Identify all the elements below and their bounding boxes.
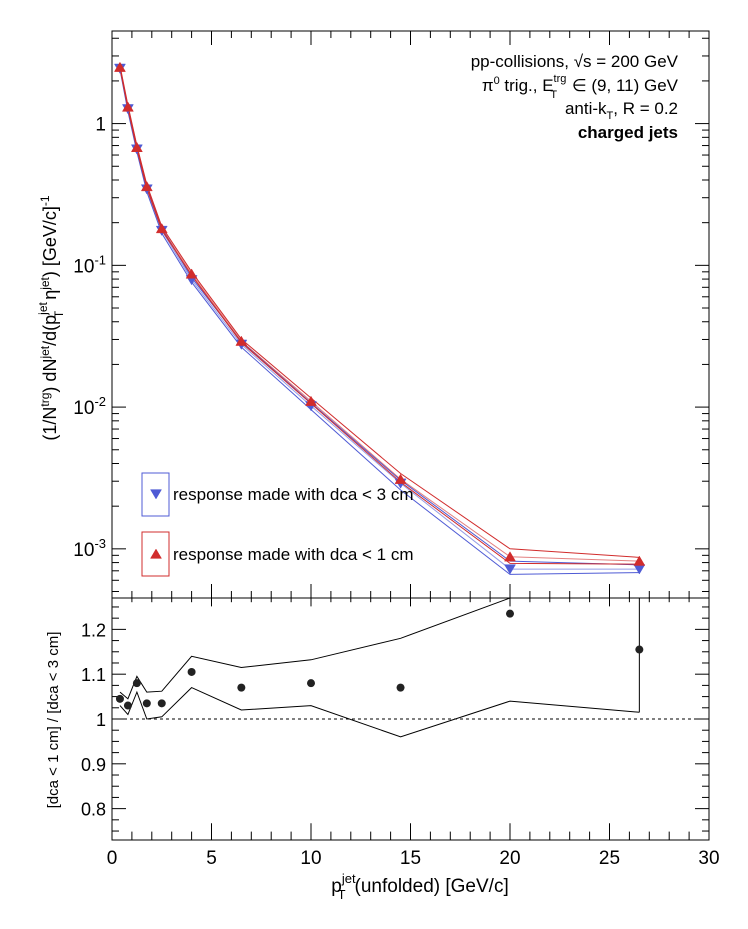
x-tick-label: 20	[499, 848, 520, 869]
x-axis-title: pjet T (unfolded) [GeV/c]	[331, 871, 508, 902]
data-point-dca1	[394, 473, 407, 484]
legend-label-dca3: response made with dca < 3 cm	[173, 485, 413, 504]
data-point-dca1	[633, 555, 646, 566]
data-point-dca3	[504, 564, 516, 575]
ratio-point	[157, 699, 166, 708]
annotation-line-1: pp-collisions, √s = 200 GeV	[471, 52, 679, 71]
bottom-panel: 0 5 10 15 20 25 30 0.8 0.9 1 1.1 1.2	[81, 597, 720, 869]
data-point-dca1	[155, 223, 168, 234]
top-y-tick-label: 10-3	[73, 536, 106, 561]
x-tick-label: 25	[599, 848, 620, 869]
data-point-dca1	[130, 141, 143, 152]
bottom-y-tick-label: 1.2	[81, 620, 106, 640]
top-y-tick-label: 1	[95, 115, 106, 136]
data-point-dca1	[305, 395, 317, 406]
legend-marker-triangle-dca1	[150, 548, 162, 559]
legend-box-dca1	[141, 531, 170, 577]
ratio-point	[142, 699, 151, 708]
x-tick-label: 30	[698, 848, 719, 869]
ratio-point	[237, 683, 246, 692]
x-tick-label: 15	[400, 848, 421, 869]
top-panel: 10-3 10-2 10-1 1	[73, 30, 710, 599]
data-point-dca1	[140, 181, 153, 192]
band-high-line-dca1	[119, 65, 640, 558]
ratio-point	[506, 609, 514, 618]
x-tick-label: 5	[206, 848, 217, 869]
bottom-y-tick-label: 1	[96, 710, 106, 730]
data-point-dca1	[185, 268, 198, 279]
legend-marker-dca3	[150, 489, 162, 500]
ratio-point	[115, 694, 124, 703]
ratio-band-lower	[119, 687, 640, 738]
ratio-point	[396, 683, 405, 692]
x-tick-label: 0	[107, 848, 118, 869]
annotation-line-2: π0 trig., Etrg T ∈ (9, 11) GeV	[482, 73, 679, 101]
data-point-dca1	[235, 335, 248, 346]
data-point-dca1	[504, 551, 516, 562]
bottom-y-tick-label: 1.1	[81, 665, 106, 685]
annotation-block: pp-collisions, √s = 200 GeV π0 trig., Et…	[471, 52, 679, 142]
ratio-point	[187, 667, 196, 676]
legend-box-dca3	[141, 472, 170, 517]
ratio-point	[123, 701, 132, 710]
ratio-point	[132, 679, 141, 688]
ratio-band-upper	[119, 597, 640, 700]
annotation-line-4: charged jets	[578, 123, 678, 142]
top-y-axis-title: (1/Ntrg) dNjet/d(pjet T ηjet) [GeV/c]-1	[36, 195, 66, 441]
ratio-point	[635, 645, 644, 654]
legend: response made with dca < 3 cm response m…	[141, 472, 413, 577]
top-y-tick-label: 10-2	[73, 394, 106, 419]
bottom-y-tick-label: 0.8	[81, 800, 106, 820]
x-tick-label: 10	[300, 848, 321, 869]
top-y-tick-label: 10-1	[73, 252, 106, 277]
data-point-dca1	[121, 101, 134, 112]
data-point-dca1	[114, 61, 126, 72]
bottom-y-axis-title: [dca < 1 cm] / [dca < 3 cm]	[45, 632, 62, 809]
legend-label-dca1: response made with dca < 1 cm	[173, 545, 413, 564]
ratio-point	[307, 679, 315, 688]
annotation-line-3: anti-kT, R = 0.2	[565, 99, 678, 122]
legend-marker-dca1	[150, 548, 162, 559]
legend-marker-triangle-dca3	[150, 489, 162, 500]
bottom-y-tick-label: 0.9	[81, 755, 106, 775]
